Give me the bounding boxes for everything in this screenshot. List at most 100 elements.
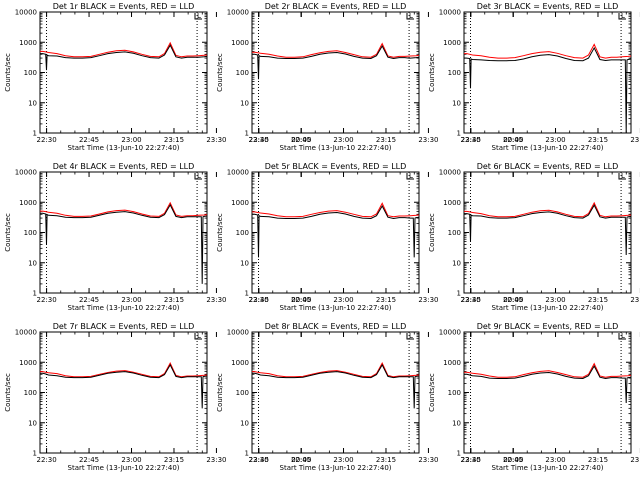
y-tick-label: 1	[33, 130, 37, 138]
series-line-events	[40, 363, 208, 409]
y-tick-label: 1	[457, 290, 461, 298]
x-tick-label: 23:00	[333, 136, 353, 144]
y-tick-label: 10	[452, 259, 461, 267]
panel-det-1: Det 1r BLACK = Events, RED = LLD11010010…	[4, 2, 311, 152]
series-line-lld	[252, 361, 420, 378]
y-tick-label: 1	[245, 290, 249, 298]
x-tick-label: 23:45	[249, 296, 269, 304]
y-tick-label: 10000	[15, 329, 37, 337]
x-tick-label: 23:00	[333, 456, 353, 464]
y-tick-label: 10	[240, 99, 249, 107]
x-tick-label: 22:45	[503, 136, 523, 144]
panel-title: Det 8r BLACK = Events, RED = LLD	[265, 322, 407, 331]
panel-det-3: Det 3r BLACK = Events, RED = LLD 1 10 100 10…	[428, 2, 640, 152]
y-tick-label: 1000	[443, 199, 461, 207]
panel-det-2: Det 2r BLACK = Events, RED = LLD11010010…	[216, 2, 523, 152]
y-tick-label: 100	[236, 229, 249, 237]
x-tick-label: 23:00	[545, 456, 565, 464]
corner-mark-text: L	[409, 172, 413, 180]
x-tick-label: 22:30	[249, 456, 269, 464]
x-axis-label: Start Time (13-Jun-10 22:27:40)	[68, 144, 180, 152]
x-tick-label: 23:15	[376, 456, 396, 464]
x-tick-label: 00:00	[291, 136, 311, 144]
corner-bracket-mark	[194, 333, 202, 340]
y-tick-label: 1	[33, 450, 37, 458]
series-line-lld	[40, 361, 208, 378]
x-tick-label: 22:30	[461, 136, 481, 144]
corner-bracket-mark	[194, 13, 202, 20]
plot-frame	[463, 171, 632, 294]
y-tick-label: 10	[240, 419, 249, 427]
y-axis-label: Counts/sec	[216, 373, 224, 412]
y-tick-label: 100	[24, 229, 37, 237]
y-tick-label: 100	[448, 69, 461, 77]
x-tick-label: 22:45	[291, 296, 311, 304]
x-tick-label: 23:30	[206, 296, 226, 304]
x-tick-label: 23:45	[461, 296, 481, 304]
panel-det-4: Det 4r BLACK = Events, RED = LLD11010010…	[4, 162, 311, 312]
y-tick-label: 10000	[439, 9, 461, 17]
corner-mark-text: L	[621, 332, 625, 340]
series-line-events	[252, 44, 420, 80]
y-axis-label: Counts/sec	[4, 373, 12, 412]
series-line-events	[252, 204, 420, 258]
panel-title: Det 1r BLACK = Events, RED = LLD	[53, 2, 195, 11]
x-tick-label: 23:15	[588, 136, 608, 144]
x-tick-label: 23:15	[588, 456, 608, 464]
x-axis-label: Start Time (13-Jun-10 22:27:40)	[280, 144, 392, 152]
y-tick-label: 10	[452, 419, 461, 427]
y-tick-label: 100	[236, 389, 249, 397]
y-tick-label: 1000	[19, 199, 37, 207]
x-axis-label: Start Time (13-Jun-10 22:27:40)	[68, 304, 180, 312]
y-tick-label: 10000	[227, 169, 249, 177]
x-tick-label: 23:15	[376, 136, 396, 144]
panel-title: Det 6r BLACK = Events, RED = LLD	[477, 162, 619, 171]
panel-title: Det 9r BLACK = Events, RED = LLD	[477, 322, 619, 331]
x-tick-label: 23:30	[418, 296, 438, 304]
x-tick-label: 23:00	[121, 456, 141, 464]
corner-bracket-mark	[618, 13, 626, 20]
x-tick-label: 22:45	[291, 136, 311, 144]
y-tick-label: 1	[245, 130, 249, 138]
series-line-lld	[252, 42, 420, 58]
y-tick-label: 1	[33, 290, 37, 298]
y-tick-label: 1000	[231, 199, 249, 207]
series-line-events	[464, 46, 632, 134]
x-tick-label: 22:30	[461, 296, 481, 304]
y-tick-label: 1	[457, 450, 461, 458]
y-tick-label: 10	[452, 99, 461, 107]
series-line-events	[40, 203, 208, 284]
panel-title: Det 5r BLACK = Events, RED = LLD	[265, 162, 407, 171]
panel-title: Det 7r BLACK = Events, RED = LLD	[53, 322, 195, 331]
corner-bracket-mark	[406, 173, 414, 180]
x-tick-label: 23:30	[630, 456, 640, 464]
x-tick-label: 22:45	[79, 456, 99, 464]
corner-bracket-mark	[618, 333, 626, 340]
corner-mark-text: L	[621, 12, 625, 20]
series-line-lld	[40, 41, 208, 58]
corner-bracket-mark	[618, 173, 626, 180]
x-tick-label: 22:30	[461, 456, 481, 464]
x-tick-label: 22:30	[37, 456, 57, 464]
y-tick-label: 10	[28, 259, 37, 267]
corner-mark-text: L	[197, 12, 201, 20]
x-tick-label: 23:30	[418, 136, 438, 144]
x-tick-label: 22:45	[291, 456, 311, 464]
x-axis-label: Start Time (13-Jun-10 22:27:40)	[280, 304, 392, 312]
corner-mark-text: L	[621, 172, 625, 180]
y-tick-label: 10	[28, 99, 37, 107]
y-tick-label: 1000	[231, 359, 249, 367]
panel-det-7: Det 7r BLACK = Events, RED = LLD 1 10 100 10…	[4, 322, 311, 472]
y-tick-label: 100	[24, 389, 37, 397]
corner-bracket-mark	[194, 173, 202, 180]
x-axis-label: Start Time (13-Jun-10 22:27:40)	[280, 464, 392, 472]
x-tick-label: 23:30	[630, 296, 640, 304]
y-tick-label: 10000	[227, 9, 249, 17]
x-tick-label: 23:30	[206, 456, 226, 464]
y-tick-label: 1000	[19, 39, 37, 47]
y-tick-label: 10000	[439, 169, 461, 177]
x-axis-label: Start Time (13-Jun-10 22:27:40)	[492, 144, 604, 152]
y-tick-label: 10	[240, 259, 249, 267]
y-axis-label: Counts/sec	[4, 213, 12, 252]
corner-mark-text: L	[409, 332, 413, 340]
